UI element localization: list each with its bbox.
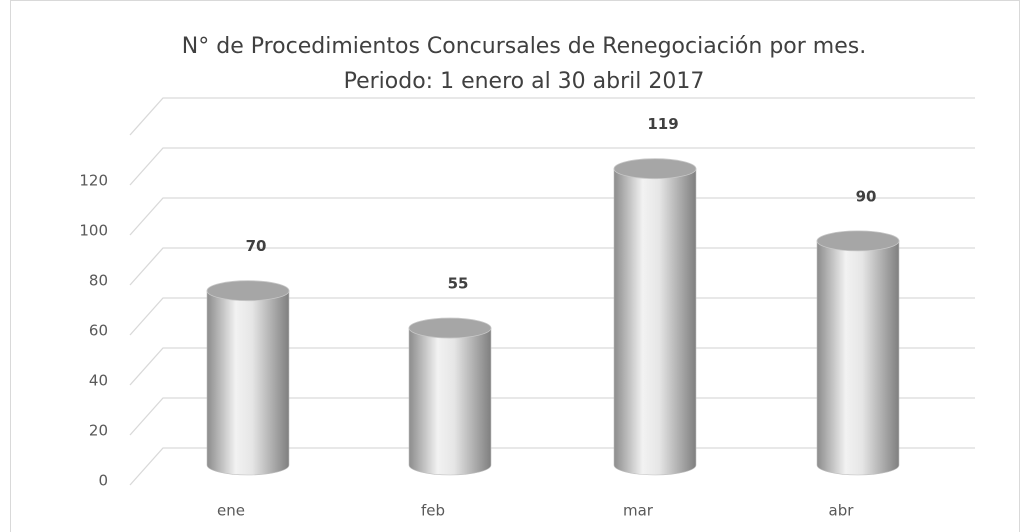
- grid-line: [129, 197, 975, 236]
- chart-border: [10, 0, 1020, 532]
- value-label: 90: [856, 187, 877, 205]
- y-tick-label: 40: [89, 372, 108, 390]
- bar: [408, 327, 492, 476]
- x-tick-label: abr: [829, 502, 855, 520]
- y-tick-label: 0: [98, 472, 108, 490]
- value-label: 70: [246, 237, 267, 255]
- bar: [816, 240, 900, 476]
- grid-line: [129, 147, 975, 186]
- grid-line: [129, 297, 975, 336]
- grid-line: [129, 97, 975, 136]
- bar: [206, 290, 290, 476]
- grid-line: [129, 247, 975, 286]
- y-tick-label: 60: [89, 322, 108, 340]
- bar-top: [408, 317, 492, 339]
- value-label: 55: [448, 275, 469, 293]
- grid-line: [129, 397, 975, 436]
- y-tick-label: 120: [79, 172, 108, 190]
- value-label: 119: [647, 115, 678, 133]
- y-tick-label: 100: [79, 222, 108, 240]
- y-tick-label: 80: [89, 272, 108, 290]
- x-tick-label: feb: [421, 502, 445, 520]
- x-tick-label: ene: [217, 502, 245, 520]
- bar: [613, 168, 697, 476]
- x-tick-label: mar: [623, 502, 654, 520]
- bar-top: [613, 158, 697, 180]
- y-tick-label: 20: [89, 422, 108, 440]
- grid-line: [129, 447, 975, 486]
- bar-top: [816, 230, 900, 252]
- chart-subtitle: Periodo: 1 enero al 30 abril 2017: [344, 69, 705, 94]
- bar-top: [206, 280, 290, 302]
- grid-line: [129, 347, 975, 386]
- chart-title: N° de Procedimientos Concursales de Rene…: [182, 34, 866, 59]
